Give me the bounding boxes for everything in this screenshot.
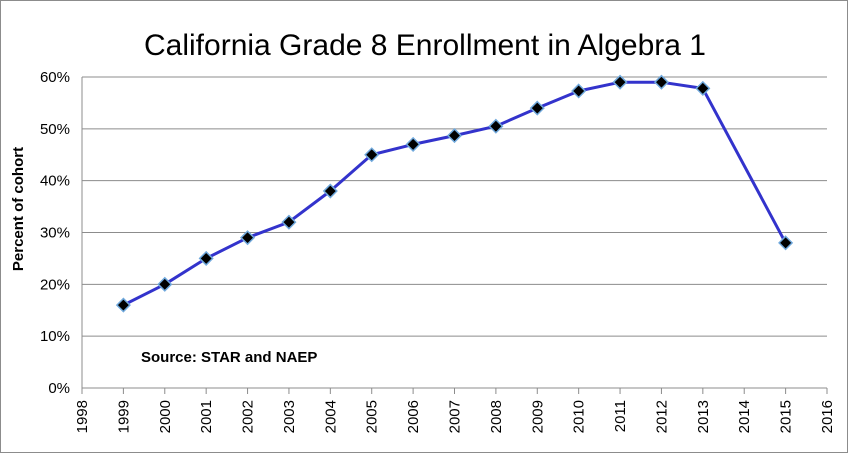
data-point: [653, 74, 670, 90]
x-tick-label: 2009: [529, 400, 546, 433]
y-axis-label: Percent of cohort: [10, 147, 27, 271]
x-tick-label: 2016: [819, 400, 836, 433]
x-tick-label: 2004: [322, 400, 339, 433]
x-tick-label: 2001: [198, 400, 215, 433]
y-tick-label: 30%: [40, 225, 70, 242]
data-point: [364, 147, 380, 163]
data-point: [488, 118, 504, 134]
x-tick-label: 1998: [74, 400, 91, 433]
data-point: [612, 74, 628, 90]
x-tick-label: 2006: [405, 400, 422, 433]
data-point: [322, 183, 338, 199]
data-point: [695, 80, 711, 96]
y-tick-label: 0%: [48, 380, 70, 397]
x-tick-label: 2007: [447, 400, 464, 433]
data-point: [571, 83, 587, 99]
chart-title: California Grade 8 Enrollment in Algebra…: [144, 29, 706, 62]
data-point: [157, 276, 173, 292]
x-tick-label: 2002: [240, 400, 257, 433]
gridlines: [82, 76, 827, 337]
x-tick-label: 2008: [488, 400, 505, 433]
x-tick-label: 2011: [612, 400, 629, 432]
x-tick-label: 2000: [157, 400, 174, 433]
data-point: [281, 214, 297, 230]
x-tick-label: 2012: [653, 400, 670, 433]
x-tick-labels: 1998 1999 2000 2001 2002 2003 2004 2005 2006 2007…: [74, 400, 836, 433]
y-tick-label: 40%: [40, 173, 70, 190]
series-line: [122, 80, 787, 307]
data-point: [529, 100, 545, 116]
x-tick-label: 2015: [778, 400, 795, 433]
data-point: [778, 235, 794, 251]
data-point: [239, 230, 256, 246]
x-tick-label: 2010: [571, 400, 588, 433]
y-tick-label: 60%: [40, 69, 70, 86]
data-point: [405, 136, 421, 152]
x-tick-label: 1999: [115, 400, 132, 433]
y-tick-label: 50%: [40, 121, 70, 138]
series-enrollment: [115, 74, 794, 313]
x-tick-label: 2005: [364, 400, 381, 433]
y-tick-label: 10%: [40, 328, 70, 345]
source-annotation: Source: STAR and NAEP: [141, 349, 317, 366]
axes: [81, 77, 828, 394]
data-point: [446, 128, 463, 144]
x-tick-label: 2014: [736, 400, 753, 433]
data-point: [198, 250, 214, 266]
x-tick-label: 2003: [281, 400, 298, 433]
y-tick-label: 20%: [40, 276, 70, 293]
y-tick-labels: 0% 10% 20% 30% 40% 50% 60%: [40, 69, 70, 397]
x-tick-label: 2013: [695, 400, 712, 433]
data-point: [115, 297, 131, 313]
